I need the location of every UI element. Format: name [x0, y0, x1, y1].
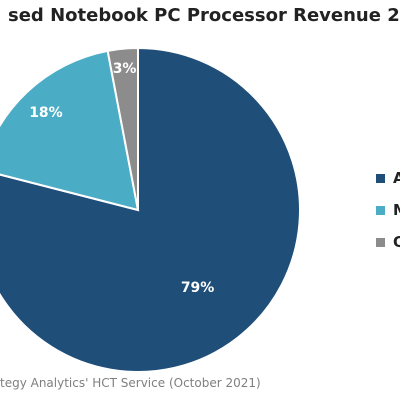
slice-label-q: 3% — [113, 61, 137, 77]
chart-title: sed Notebook PC Processor Revenue 2021: … — [8, 5, 400, 26]
legend-swatch — [376, 173, 385, 183]
legend-label: M — [393, 201, 400, 219]
slice-label-m: 18% — [29, 105, 63, 121]
pie-slice-m — [0, 49, 140, 212]
legend-label: A — [393, 169, 400, 187]
legend-item-q: Q — [376, 232, 400, 252]
legend-swatch — [376, 205, 385, 215]
legend: AMQ — [376, 168, 400, 264]
legend-swatch — [376, 237, 385, 247]
source-note: tegy Analytics' HCT Service (October 202… — [0, 376, 261, 390]
legend-item-a: A — [376, 168, 400, 188]
pie-slice-q — [106, 46, 139, 211]
slice-label-a: 79% — [181, 280, 215, 296]
legend-item-m: M — [376, 200, 400, 220]
pie-slice-a — [0, 46, 301, 373]
legend-label: Q — [393, 233, 400, 251]
